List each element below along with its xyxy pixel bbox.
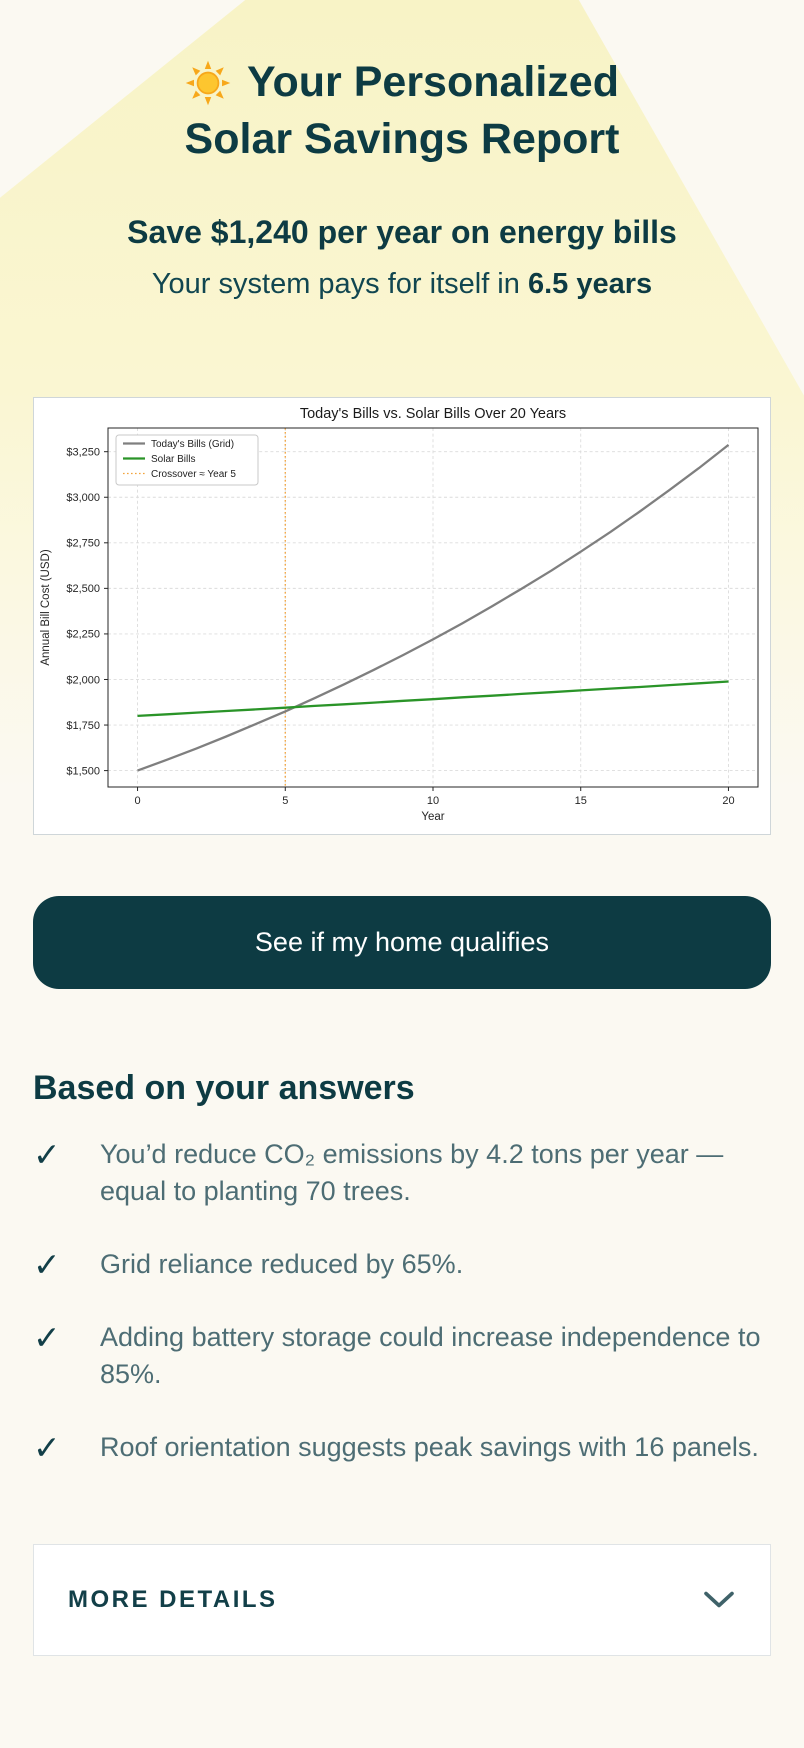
svg-text:$2,000: $2,000 bbox=[66, 674, 100, 686]
svg-text:15: 15 bbox=[575, 795, 587, 807]
svg-text:$2,250: $2,250 bbox=[66, 629, 100, 641]
svg-text:20: 20 bbox=[722, 795, 734, 807]
payback-line: Your system pays for itself in 6.5 years bbox=[0, 268, 804, 301]
svg-text:Today's Bills (Grid): Today's Bills (Grid) bbox=[151, 439, 234, 450]
svg-text:5: 5 bbox=[282, 795, 288, 807]
list-item-text: Roof orientation suggests peak savings w… bbox=[100, 1432, 759, 1462]
payback-years: 6.5 years bbox=[527, 268, 653, 300]
title-line-2: Solar Savings Report bbox=[184, 115, 620, 163]
answers-list: ✓ You’d reduce CO₂ emissions by 4.2 tons… bbox=[33, 1136, 771, 1466]
title-line-1: Your Personalized bbox=[247, 58, 619, 106]
answers-heading: Based on your answers bbox=[33, 1069, 415, 1107]
list-item: ✓ You’d reduce CO₂ emissions by 4.2 tons… bbox=[33, 1136, 771, 1210]
check-icon: ✓ bbox=[33, 1319, 61, 1356]
svg-text:Solar Bills: Solar Bills bbox=[151, 454, 195, 465]
check-icon: ✓ bbox=[33, 1246, 61, 1283]
sun-icon bbox=[185, 60, 231, 105]
savings-headline: Save $1,240 per year on energy bills bbox=[127, 214, 677, 250]
qualify-button[interactable]: See if my home qualifies bbox=[33, 896, 771, 989]
more-details-expander[interactable]: MORE DETAILS bbox=[33, 1544, 771, 1656]
list-item: ✓ Roof orientation suggests peak savings… bbox=[33, 1429, 771, 1466]
page-title: Your Personalized Solar Savings Report bbox=[0, 54, 804, 168]
check-icon: ✓ bbox=[33, 1429, 61, 1466]
svg-text:$2,500: $2,500 bbox=[66, 583, 100, 595]
hero-section: Your Personalized Solar Savings Report S… bbox=[0, 0, 804, 301]
svg-text:$3,000: $3,000 bbox=[66, 492, 100, 504]
svg-text:Today's Bills vs. Solar Bills: Today's Bills vs. Solar Bills Over 20 Ye… bbox=[300, 406, 566, 422]
list-item-text: Grid reliance reduced by 65%. bbox=[100, 1249, 464, 1279]
svg-text:$1,750: $1,750 bbox=[66, 720, 100, 732]
svg-text:0: 0 bbox=[134, 795, 140, 807]
savings-chart: $1,500 $1,750 $2,000 $2,250 $2,500 $2,750 $3,0… bbox=[34, 398, 770, 834]
svg-text:Crossover ≈ Year 5: Crossover ≈ Year 5 bbox=[151, 469, 236, 480]
svg-text:$3,250: $3,250 bbox=[66, 446, 100, 458]
check-icon: ✓ bbox=[33, 1136, 61, 1173]
svg-text:10: 10 bbox=[427, 795, 439, 807]
payback-prefix: Your system pays for itself in bbox=[151, 268, 528, 300]
svg-text:$2,750: $2,750 bbox=[66, 538, 100, 550]
more-details-label: MORE DETAILS bbox=[68, 1586, 278, 1613]
list-item-text: You’d reduce CO₂ emissions by 4.2 tons p… bbox=[100, 1139, 724, 1206]
svg-text:Annual Bill Cost (USD): Annual Bill Cost (USD) bbox=[40, 549, 52, 665]
svg-text:Year: Year bbox=[421, 811, 444, 823]
list-item: ✓ Grid reliance reduced by 65%. bbox=[33, 1246, 771, 1283]
list-item-text: Adding battery storage could increase in… bbox=[100, 1322, 761, 1389]
savings-chart-card: $1,500 $1,750 $2,000 $2,250 $2,500 $2,750 $3,0… bbox=[33, 397, 771, 835]
list-item: ✓ Adding battery storage could increase … bbox=[33, 1319, 771, 1393]
chevron-down-icon[interactable] bbox=[702, 1590, 736, 1610]
svg-text:$1,500: $1,500 bbox=[66, 765, 100, 777]
answers-section: Based on your answers ✓ You’d reduce CO₂… bbox=[33, 1069, 771, 1466]
